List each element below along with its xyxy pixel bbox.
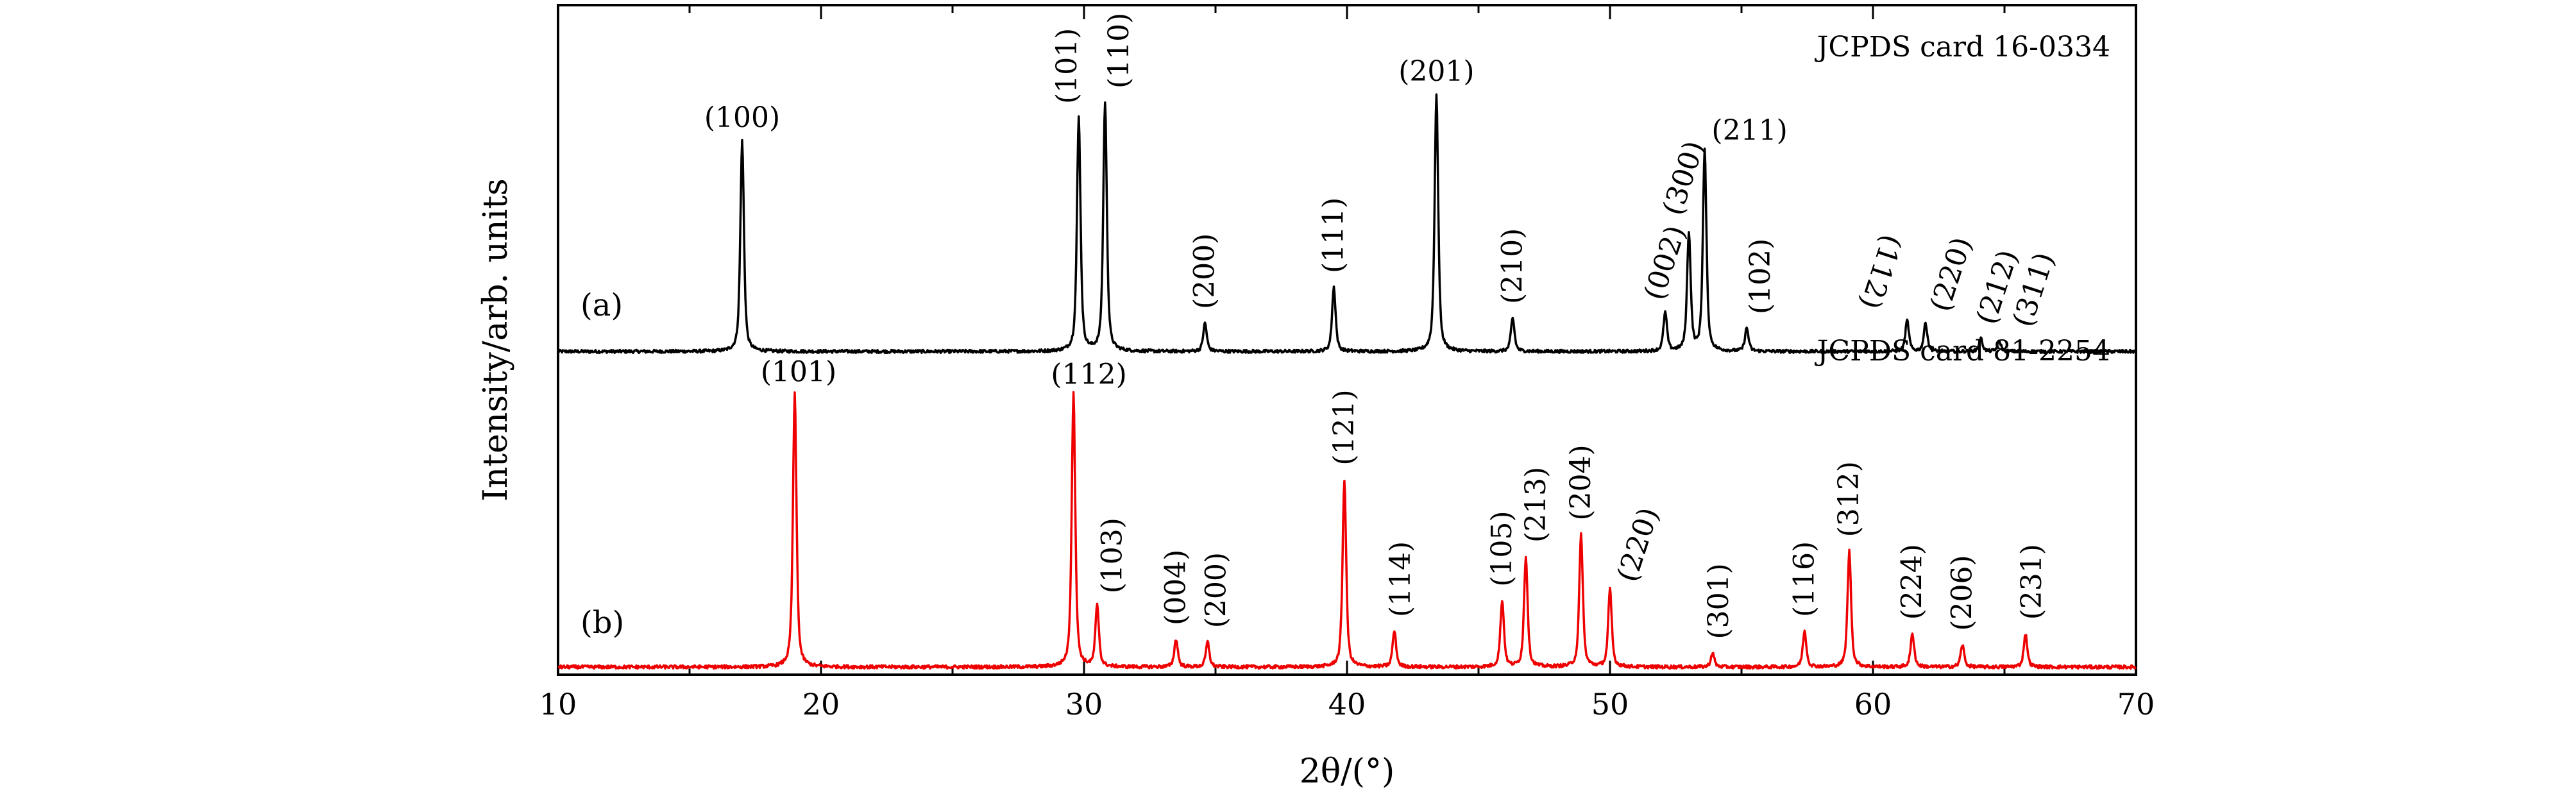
x-tick-label: 30 [1065, 687, 1103, 722]
x-tick-label: 20 [802, 687, 840, 722]
series-trace-b [557, 391, 2137, 670]
peak-label: (004) [1160, 550, 1192, 625]
peak-label: (103) [1096, 518, 1129, 593]
x-tick-label: 60 [1854, 687, 1892, 722]
peak-label: (100) [704, 101, 780, 134]
peak-label: (312) [1833, 461, 1865, 537]
reference-card-a: JCPDS card 16-0334 [1815, 31, 2110, 63]
reference-card-b: JCPDS card 81-2254 [1815, 335, 2110, 368]
series-trace-a [557, 93, 2137, 355]
peak-label: (224) [1896, 544, 1929, 620]
peak-label: (112) [1854, 231, 1908, 313]
traces [557, 93, 2137, 670]
peak-label: (211) [1711, 114, 1787, 147]
peak-label: (112) [1051, 358, 1126, 391]
peak-label: (231) [2015, 544, 2048, 620]
peak-label: (105) [1486, 511, 1518, 586]
peak-label: (213) [1520, 467, 1552, 543]
peak-label: (200) [1189, 233, 1221, 309]
peak-label: (201) [1398, 55, 1474, 88]
peak-label: (114) [1384, 541, 1417, 617]
panel-label-b: (b) [580, 605, 624, 641]
peak-label: (121) [1328, 389, 1360, 465]
x-tick-label: 70 [2117, 687, 2155, 722]
peak-label: (220) [1924, 233, 1978, 315]
peak-label: (220) [1611, 503, 1665, 586]
x-tick-label: 10 [539, 687, 577, 722]
peak-labels: (100) (101) (110) (200) (111) (201) (210) (002)… [704, 13, 2061, 639]
peak-label: (102) [1744, 239, 1777, 314]
x-tick-label: 50 [1591, 687, 1629, 722]
peak-label: (210) [1496, 228, 1529, 304]
peak-label: (110) [1103, 13, 1135, 89]
y-axis-title: Intensity/arb. units [477, 178, 515, 502]
x-ticks: 10 20 30 40 50 60 70 [539, 5, 2155, 722]
peak-label: (116) [1788, 541, 1820, 617]
x-axis-title: 2θ/(°) [1300, 752, 1394, 791]
peak-label: (200) [1200, 552, 1233, 628]
peak-label: (301) [1702, 563, 1735, 639]
panel-label-a: (a) [580, 287, 623, 323]
peak-label: (204) [1564, 444, 1597, 520]
peak-label: (111) [1318, 198, 1350, 273]
x-tick-label: 40 [1328, 687, 1366, 722]
peak-label: (101) [761, 355, 836, 388]
peak-label: (206) [1945, 555, 1978, 630]
peak-label: (101) [1051, 28, 1083, 104]
peak-label: (002) [1638, 221, 1692, 303]
